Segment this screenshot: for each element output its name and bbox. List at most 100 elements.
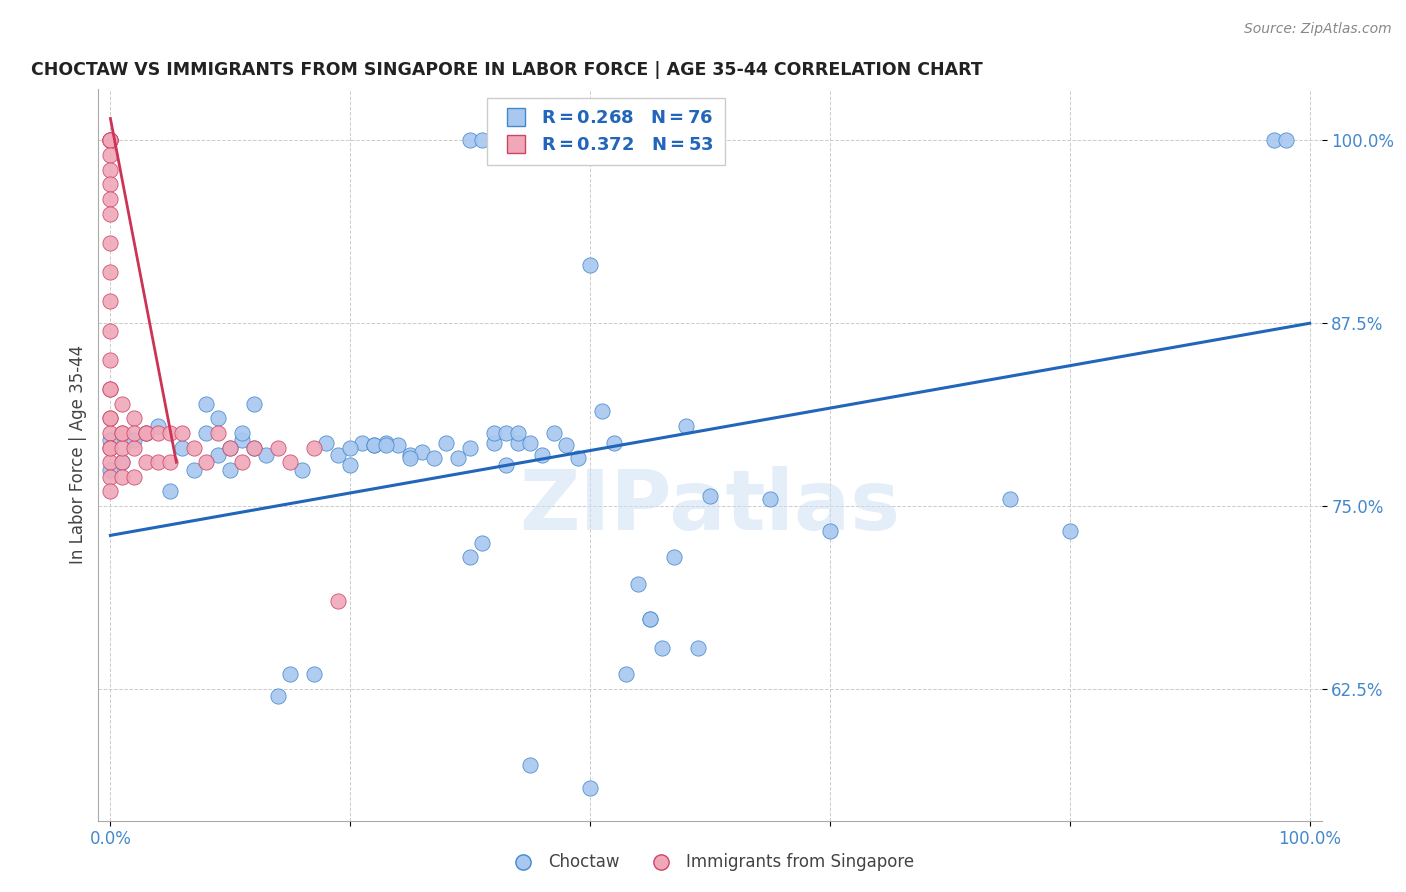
Point xyxy=(100,133,122,147)
Point xyxy=(100,133,122,147)
Point xyxy=(278,455,301,469)
Point xyxy=(124,470,146,484)
Point xyxy=(159,425,181,440)
Point xyxy=(519,436,541,450)
Point xyxy=(555,438,578,452)
Point xyxy=(100,206,122,220)
Point xyxy=(111,425,134,440)
Point xyxy=(759,491,782,506)
Point xyxy=(495,458,517,472)
Point xyxy=(375,438,398,452)
Point xyxy=(100,434,122,448)
Point xyxy=(135,425,157,440)
Point xyxy=(100,382,122,396)
Point xyxy=(100,411,122,425)
Point xyxy=(998,491,1021,506)
Point xyxy=(699,489,721,503)
Point xyxy=(100,133,122,147)
Point xyxy=(124,425,146,440)
Point xyxy=(579,781,602,796)
Point xyxy=(543,425,565,440)
Point xyxy=(100,441,122,455)
Point xyxy=(352,436,374,450)
Point xyxy=(100,133,122,147)
Point xyxy=(267,441,290,455)
Point xyxy=(207,411,229,425)
Point xyxy=(304,441,326,455)
Point xyxy=(183,462,205,476)
Point xyxy=(243,441,266,455)
Point xyxy=(172,441,194,455)
Point xyxy=(100,148,122,162)
Point xyxy=(291,462,314,476)
Point xyxy=(100,425,122,440)
Point xyxy=(100,352,122,367)
Point xyxy=(231,425,253,440)
Point xyxy=(531,448,554,462)
Point xyxy=(339,458,361,472)
Point xyxy=(638,612,661,626)
Point xyxy=(148,425,170,440)
Point xyxy=(675,418,697,433)
Point xyxy=(183,441,205,455)
Point xyxy=(387,438,409,452)
Point xyxy=(1274,133,1296,147)
Point xyxy=(603,436,626,450)
Point xyxy=(267,690,290,704)
Point xyxy=(124,441,146,455)
Point xyxy=(818,524,841,538)
Text: Source: ZipAtlas.com: Source: ZipAtlas.com xyxy=(1244,22,1392,37)
Point xyxy=(100,294,122,309)
Point xyxy=(447,450,470,465)
Point xyxy=(434,436,457,450)
Text: ZIPatlas: ZIPatlas xyxy=(520,466,900,547)
Point xyxy=(482,436,505,450)
Point xyxy=(508,436,530,450)
Point xyxy=(111,455,134,469)
Point xyxy=(100,470,122,484)
Point xyxy=(471,133,494,147)
Point xyxy=(458,550,481,565)
Text: CHOCTAW VS IMMIGRANTS FROM SINGAPORE IN LABOR FORCE | AGE 35-44 CORRELATION CHAR: CHOCTAW VS IMMIGRANTS FROM SINGAPORE IN … xyxy=(31,62,983,79)
Point xyxy=(207,425,229,440)
Point xyxy=(100,324,122,338)
Point xyxy=(219,441,242,455)
Point xyxy=(231,434,253,448)
Point xyxy=(495,425,517,440)
Point xyxy=(243,441,266,455)
Point xyxy=(363,438,385,452)
Point xyxy=(100,441,122,455)
Point xyxy=(1059,524,1081,538)
Point xyxy=(135,425,157,440)
Point xyxy=(363,438,385,452)
Point xyxy=(471,535,494,549)
Point xyxy=(100,235,122,250)
Point xyxy=(111,455,134,469)
Point xyxy=(124,434,146,448)
Point xyxy=(315,436,337,450)
Point xyxy=(278,667,301,681)
Point xyxy=(1263,133,1285,147)
Point xyxy=(627,576,650,591)
Point xyxy=(339,441,361,455)
Point xyxy=(100,455,122,469)
Point xyxy=(399,448,422,462)
Point xyxy=(195,425,218,440)
Point xyxy=(100,484,122,499)
Point xyxy=(519,758,541,772)
Point xyxy=(195,455,218,469)
Point xyxy=(159,455,181,469)
Point xyxy=(399,450,422,465)
Legend: Choctaw, Immigrants from Singapore: Choctaw, Immigrants from Singapore xyxy=(499,847,921,878)
Point xyxy=(100,178,122,192)
Point xyxy=(614,667,637,681)
Y-axis label: In Labor Force | Age 35-44: In Labor Force | Age 35-44 xyxy=(69,345,87,565)
Point xyxy=(591,404,613,418)
Point xyxy=(651,640,673,655)
Point xyxy=(135,455,157,469)
Point xyxy=(508,425,530,440)
Point xyxy=(172,425,194,440)
Point xyxy=(458,441,481,455)
Point xyxy=(328,448,350,462)
Point xyxy=(662,550,685,565)
